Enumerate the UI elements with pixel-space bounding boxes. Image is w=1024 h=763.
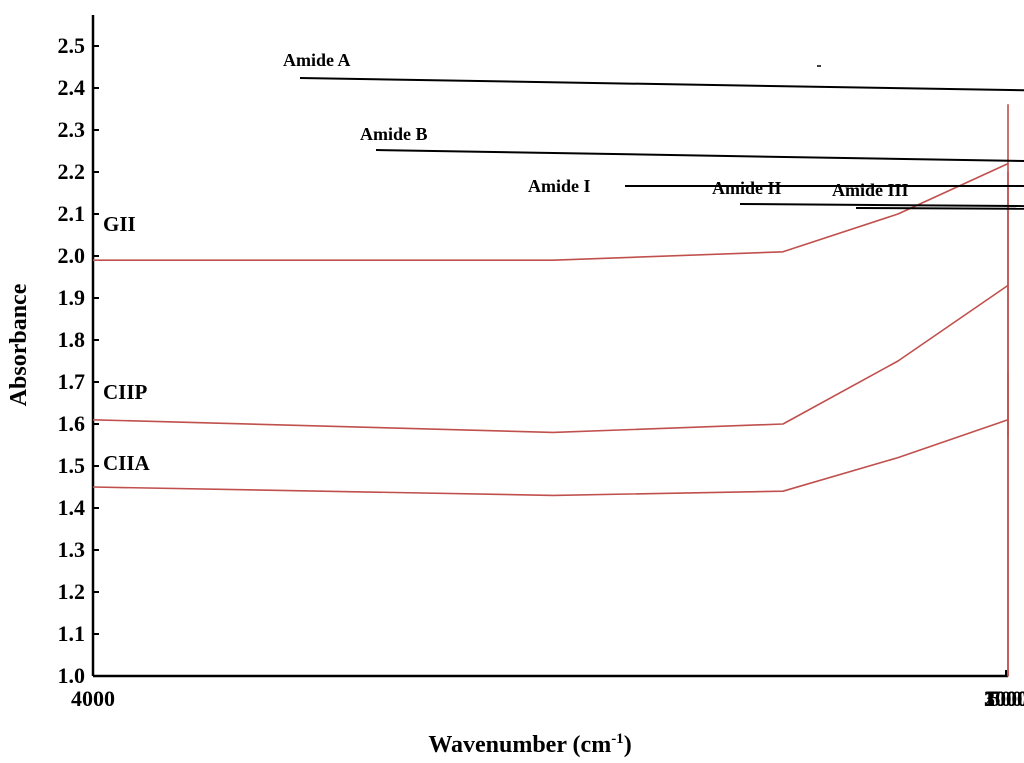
y-tick-label: 1.5 bbox=[58, 453, 86, 478]
x-axis-label: Wavenumber (cm-1) bbox=[428, 731, 631, 758]
annotation-arrow-amide-b bbox=[375, 149, 1024, 163]
y-tick-label: 1.2 bbox=[58, 579, 86, 604]
annotation-amide-i: Amide I bbox=[528, 176, 591, 196]
y-axis-label: Absorbance bbox=[6, 283, 32, 406]
series-line-ciip bbox=[92, 171, 1009, 676]
series-lines bbox=[92, 104, 1009, 677]
x-tick-label: 3000 bbox=[984, 686, 1024, 711]
annotation-arrow-amide-ii bbox=[739, 203, 1024, 208]
y-tick-label: 1.0 bbox=[58, 663, 86, 688]
y-tick-label: 2.4 bbox=[58, 75, 86, 100]
series-line-ciia bbox=[92, 372, 1009, 677]
y-tick-label: 2.5 bbox=[58, 33, 86, 58]
series-label-ciia: CIIA bbox=[103, 451, 151, 475]
y-tick-label: 1.3 bbox=[58, 537, 86, 562]
series-label-gii: GII bbox=[103, 212, 136, 236]
y-tick-label: 1.6 bbox=[58, 411, 86, 436]
y-tick-label: 2.1 bbox=[58, 201, 86, 226]
annotation-arrow-amide-iii bbox=[855, 207, 1024, 210]
series-labels: GII CIIP CIIA bbox=[103, 212, 151, 475]
series-label-ciip: CIIP bbox=[103, 380, 148, 404]
annotation-amide-a: Amide A bbox=[283, 50, 351, 70]
annotation-amide-ii: Amide II bbox=[712, 178, 782, 198]
x-axis-label-sup: -1 bbox=[611, 731, 624, 747]
y-tick-labels: 1.0 1.1 1.2 1.3 1.4 1.5 1.6 1.7 1.8 1.9 2.0 2.1 2.2 2… bbox=[58, 33, 99, 688]
annotation-amide-iii: Amide III bbox=[832, 180, 909, 200]
y-tick-label: 1.1 bbox=[58, 621, 86, 646]
y-tick-label: 1.7 bbox=[58, 369, 86, 394]
annotation-amide-b: Amide B bbox=[360, 124, 428, 144]
series-line-gii bbox=[93, 104, 1009, 437]
y-tick-label: 1.4 bbox=[58, 495, 86, 520]
x-axis-label-close: ) bbox=[624, 732, 632, 758]
y-tick-label: 2.3 bbox=[58, 117, 86, 142]
x-tick-label: 1000 bbox=[984, 686, 1024, 711]
peak-annotations: Amide A Amide B Amide I Amide II Amide III bbox=[283, 50, 1024, 210]
x-tick-label: 2000 bbox=[984, 686, 1024, 711]
y-tick-label: 2.2 bbox=[58, 159, 86, 184]
x-tick-label: 4000 bbox=[71, 686, 115, 711]
y-tick-label: 1.8 bbox=[58, 327, 86, 352]
annotation-arrow-amide-a bbox=[299, 77, 1024, 92]
x-axis-label-main: Wavenumber (cm bbox=[428, 732, 611, 758]
x-tick-label: 500 bbox=[990, 686, 1023, 711]
y-tick-label: 1.9 bbox=[58, 285, 86, 310]
y-tick-label: 2.0 bbox=[58, 243, 86, 268]
